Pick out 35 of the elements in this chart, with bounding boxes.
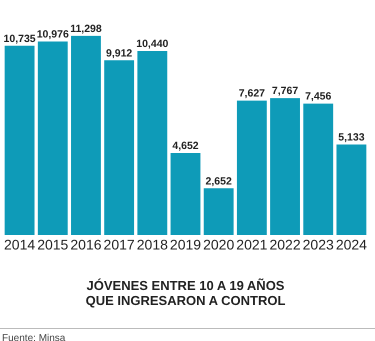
- data-label: 7,456: [305, 90, 332, 103]
- data-label: 11,298: [70, 22, 102, 35]
- x-tick-label: 2022: [269, 236, 301, 252]
- bar: [71, 36, 101, 235]
- bar: [4, 46, 35, 235]
- bar: [38, 42, 68, 235]
- bar: [236, 100, 267, 235]
- x-tick-label: 2014: [4, 236, 36, 252]
- x-tick-label: 2020: [203, 236, 234, 252]
- data-label: 10,735: [4, 32, 36, 45]
- data-label: 7,627: [238, 88, 266, 100]
- bar: [170, 153, 200, 235]
- bar: [104, 60, 134, 235]
- bar: [204, 188, 234, 235]
- x-tick-label: 2024: [336, 236, 368, 252]
- bar: [303, 104, 334, 235]
- data-label: 10,976: [36, 28, 69, 41]
- data-label: 5,133: [338, 132, 365, 144]
- x-tick-label: 2019: [170, 236, 202, 252]
- data-label: 9,912: [106, 47, 132, 60]
- data-label: 10,440: [136, 38, 169, 50]
- x-tick-label: 2018: [136, 236, 168, 252]
- data-label: 2,652: [206, 175, 232, 188]
- x-tick-label: 2021: [236, 236, 268, 252]
- data-label: 4,652: [172, 140, 199, 152]
- data-label: 7,767: [272, 85, 298, 98]
- x-tick-label: 2017: [104, 236, 135, 252]
- x-tick-label: 2016: [70, 236, 102, 252]
- bar: [336, 144, 366, 235]
- x-tick-label: 2015: [37, 236, 69, 252]
- text: JÓVENES ENTRE 10 A 19 AÑOS QUE INGRESARON A CONTROL: [86, 278, 286, 308]
- source-note: Fuente: Minsa: [2, 333, 66, 341]
- bar: [137, 51, 168, 235]
- bar: [270, 98, 300, 235]
- x-tick-label: 2023: [302, 236, 334, 252]
